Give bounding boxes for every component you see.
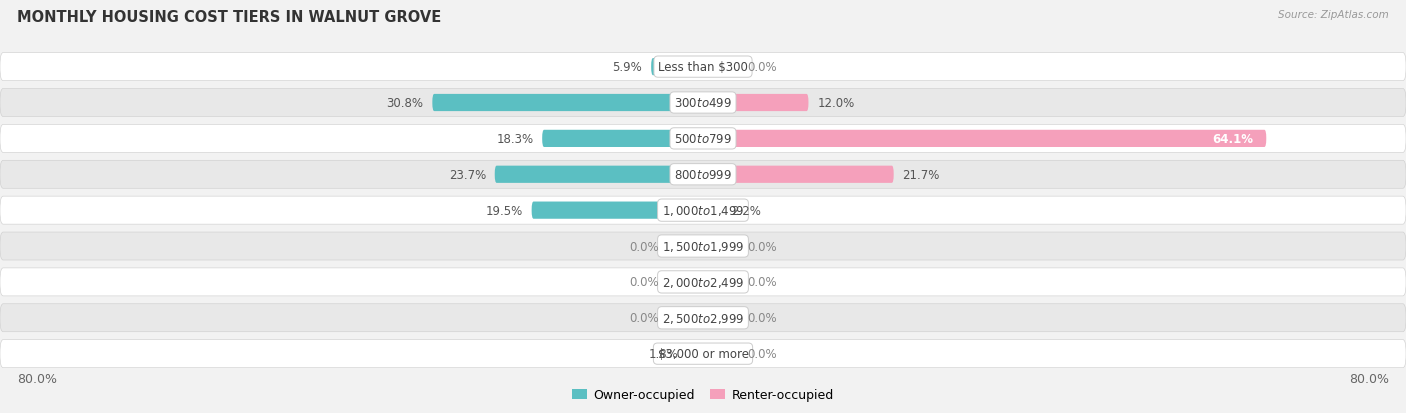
Text: Less than $300: Less than $300: [658, 61, 748, 74]
Text: 30.8%: 30.8%: [387, 97, 423, 110]
Text: 64.1%: 64.1%: [1212, 133, 1253, 145]
FancyBboxPatch shape: [703, 166, 894, 183]
Text: 21.7%: 21.7%: [903, 169, 939, 181]
Text: $2,000 to $2,499: $2,000 to $2,499: [662, 275, 744, 289]
Text: 80.0%: 80.0%: [17, 373, 56, 385]
Text: $500 to $799: $500 to $799: [673, 133, 733, 145]
FancyBboxPatch shape: [433, 95, 703, 112]
FancyBboxPatch shape: [703, 238, 738, 255]
FancyBboxPatch shape: [651, 59, 703, 76]
FancyBboxPatch shape: [668, 309, 703, 327]
FancyBboxPatch shape: [688, 345, 703, 362]
Text: 18.3%: 18.3%: [496, 133, 533, 145]
Text: 0.0%: 0.0%: [630, 240, 659, 253]
Text: 0.0%: 0.0%: [630, 311, 659, 325]
FancyBboxPatch shape: [0, 233, 1406, 260]
FancyBboxPatch shape: [703, 95, 808, 112]
Text: $800 to $999: $800 to $999: [673, 169, 733, 181]
Text: 23.7%: 23.7%: [449, 169, 486, 181]
FancyBboxPatch shape: [703, 202, 723, 219]
Text: Source: ZipAtlas.com: Source: ZipAtlas.com: [1278, 10, 1389, 20]
FancyBboxPatch shape: [0, 268, 1406, 296]
Text: 0.0%: 0.0%: [747, 311, 776, 325]
Text: 19.5%: 19.5%: [485, 204, 523, 217]
Text: 2.2%: 2.2%: [731, 204, 761, 217]
FancyBboxPatch shape: [703, 59, 738, 76]
FancyBboxPatch shape: [703, 345, 738, 362]
Text: $2,500 to $2,999: $2,500 to $2,999: [662, 311, 744, 325]
FancyBboxPatch shape: [703, 274, 738, 291]
Text: $1,500 to $1,999: $1,500 to $1,999: [662, 240, 744, 254]
FancyBboxPatch shape: [0, 125, 1406, 153]
FancyBboxPatch shape: [0, 304, 1406, 332]
FancyBboxPatch shape: [543, 131, 703, 147]
FancyBboxPatch shape: [703, 309, 738, 327]
FancyBboxPatch shape: [0, 197, 1406, 225]
FancyBboxPatch shape: [668, 238, 703, 255]
Text: 0.0%: 0.0%: [747, 240, 776, 253]
Text: $300 to $499: $300 to $499: [673, 97, 733, 110]
Text: MONTHLY HOUSING COST TIERS IN WALNUT GROVE: MONTHLY HOUSING COST TIERS IN WALNUT GRO…: [17, 10, 441, 25]
FancyBboxPatch shape: [0, 161, 1406, 189]
Text: $1,000 to $1,499: $1,000 to $1,499: [662, 204, 744, 218]
Text: 80.0%: 80.0%: [1350, 373, 1389, 385]
Text: 0.0%: 0.0%: [630, 276, 659, 289]
FancyBboxPatch shape: [0, 340, 1406, 368]
FancyBboxPatch shape: [0, 89, 1406, 117]
Text: $3,000 or more: $3,000 or more: [658, 347, 748, 360]
Text: 0.0%: 0.0%: [747, 61, 776, 74]
FancyBboxPatch shape: [495, 166, 703, 183]
FancyBboxPatch shape: [703, 131, 1267, 147]
FancyBboxPatch shape: [0, 54, 1406, 81]
Text: 1.8%: 1.8%: [648, 347, 678, 360]
Text: 5.9%: 5.9%: [613, 61, 643, 74]
FancyBboxPatch shape: [531, 202, 703, 219]
Legend: Owner-occupied, Renter-occupied: Owner-occupied, Renter-occupied: [568, 383, 838, 406]
Text: 0.0%: 0.0%: [747, 276, 776, 289]
FancyBboxPatch shape: [668, 274, 703, 291]
Text: 12.0%: 12.0%: [817, 97, 855, 110]
Text: 0.0%: 0.0%: [747, 347, 776, 360]
